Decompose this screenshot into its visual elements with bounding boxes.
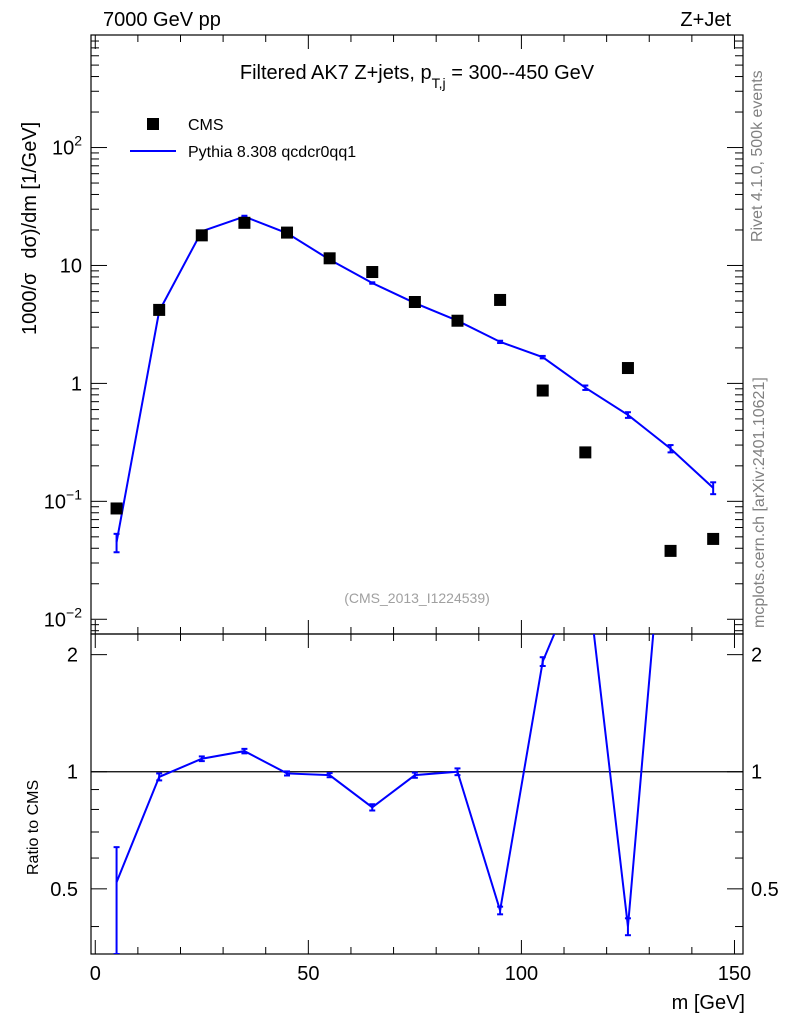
ratio-y-tick-label-left: 1: [67, 762, 78, 784]
ratio-y-tick-label-right: 0.5: [751, 879, 779, 901]
side-label-bottom: mcplots.cern.ch [arXiv:2401.10621]: [751, 377, 768, 628]
legend-cms-label: CMS: [188, 117, 224, 134]
legend: CMS Pythia 8.308 qcdcr0qq1: [130, 117, 356, 161]
ratio-y-axis-label: Ratio to CMS: [25, 780, 42, 875]
cms-data-point: [110, 502, 123, 515]
ratio-series-group: [91, 634, 743, 954]
x-tick-label: 50: [297, 963, 319, 985]
cms-data-point: [281, 226, 294, 239]
cms-data-point: [238, 216, 251, 229]
pythia-line: [115, 215, 714, 543]
legend-pythia-label: Pythia 8.308 qcdcr0qq1: [188, 144, 356, 161]
main-y-tick-label: 102: [52, 133, 82, 160]
cms-data-point: [195, 229, 208, 242]
header-right: Z+Jet: [680, 9, 731, 31]
ratio-line: [115, 634, 655, 927]
main-plot-title: Filtered AK7 Z+jets, pT,j = 300--450 GeV: [240, 62, 595, 91]
cms-data-point: [323, 252, 336, 265]
cms-data-point: [494, 293, 507, 306]
cms-data-point: [451, 314, 464, 327]
header-left: 7000 GeV pp: [103, 9, 221, 31]
x-tick-label: 150: [718, 963, 751, 985]
ratio-plot-frame: [90, 633, 744, 955]
main-y-axis-label: 1000/σdσ)/dm [1/GeV]: [19, 122, 41, 335]
side-label-top: Rivet 4.1.0, 500k events: [749, 70, 766, 242]
legend-cms-marker: [147, 118, 159, 130]
cms-data-point: [707, 532, 720, 545]
cms-data-point: [536, 384, 549, 397]
ratio-axis-ticks: 0 50 100 150 0.5 0.5 1 1 2 2: [50, 634, 779, 985]
ratio-y-tick-label-right: 1: [751, 762, 762, 784]
cms-data-point: [408, 296, 421, 309]
main-y-tick-label: 10−2: [44, 604, 82, 631]
x-axis-label: m [GeV]: [672, 992, 745, 1014]
main-y-tick-label: 10−1: [44, 486, 82, 513]
cms-data-point: [579, 446, 592, 459]
x-tick-label: 100: [505, 963, 538, 985]
ratio-y-tick-label-right: 2: [751, 645, 762, 667]
cms-data-point: [621, 362, 634, 375]
main-axis-ticks: 10−2 10−1 1 10 102: [44, 34, 743, 634]
cms-data-point: [366, 266, 379, 279]
analysis-watermark: (CMS_2013_I1224539): [344, 590, 490, 606]
x-tick-label: 0: [90, 963, 101, 985]
cms-data-point: [664, 544, 677, 557]
main-series-group: [110, 214, 720, 557]
cms-data-point: [153, 303, 166, 316]
main-y-tick-label: 1: [71, 373, 82, 395]
ratio-y-tick-label-left: 2: [67, 645, 78, 667]
ratio-y-tick-label-left: 0.5: [50, 879, 78, 901]
main-y-tick-label: 10: [60, 255, 82, 277]
